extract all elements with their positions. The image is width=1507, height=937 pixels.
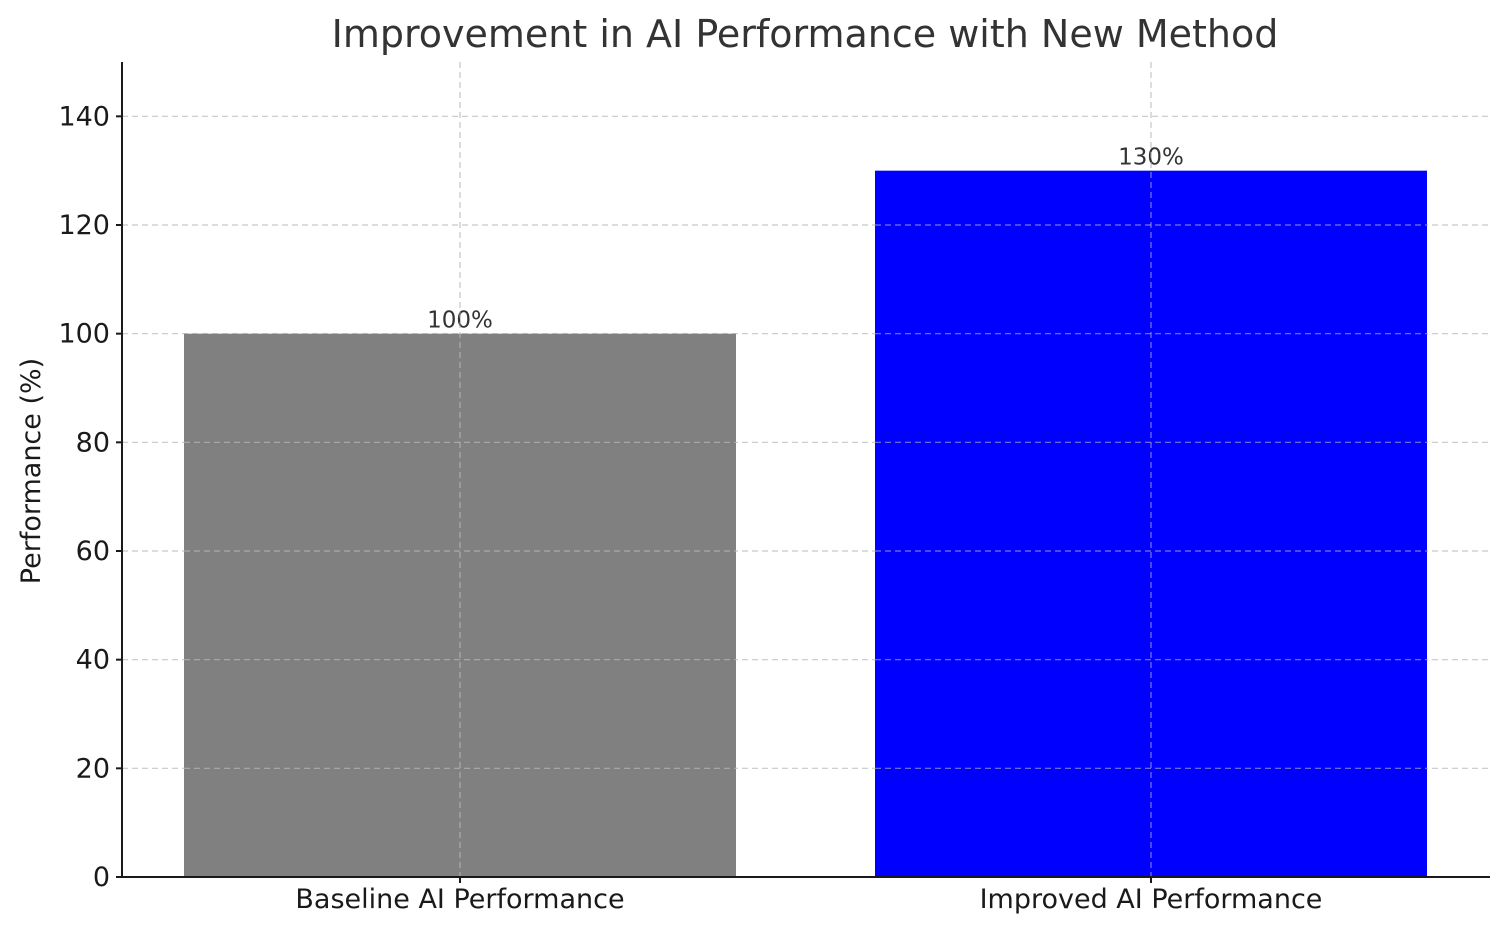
y-tick-label-7: 140	[58, 101, 110, 132]
bar-value-label-0: 100%	[427, 308, 493, 334]
y-tick-label-6: 120	[58, 210, 110, 241]
y-tick-label-2: 40	[76, 645, 110, 676]
x-tick-label-0: Baseline AI Performance	[295, 884, 624, 915]
y-axis-label: Performance (%)	[16, 358, 47, 584]
y-tick-label-5: 100	[58, 319, 110, 350]
y-tick-label-4: 80	[76, 427, 110, 458]
x-tick-label-1: Improved AI Performance	[980, 884, 1323, 915]
y-tick-label-3: 60	[76, 536, 110, 567]
chart-title: Improvement in AI Performance with New M…	[332, 12, 1279, 56]
bar-layer: 100%130%	[184, 62, 1427, 878]
y-tick-label-1: 20	[76, 753, 110, 784]
y-tick-label-0: 0	[93, 862, 110, 893]
axis-layer: 0 20 40 60 80 100 120 140 Baseline AI Performanc…	[58, 62, 1490, 915]
